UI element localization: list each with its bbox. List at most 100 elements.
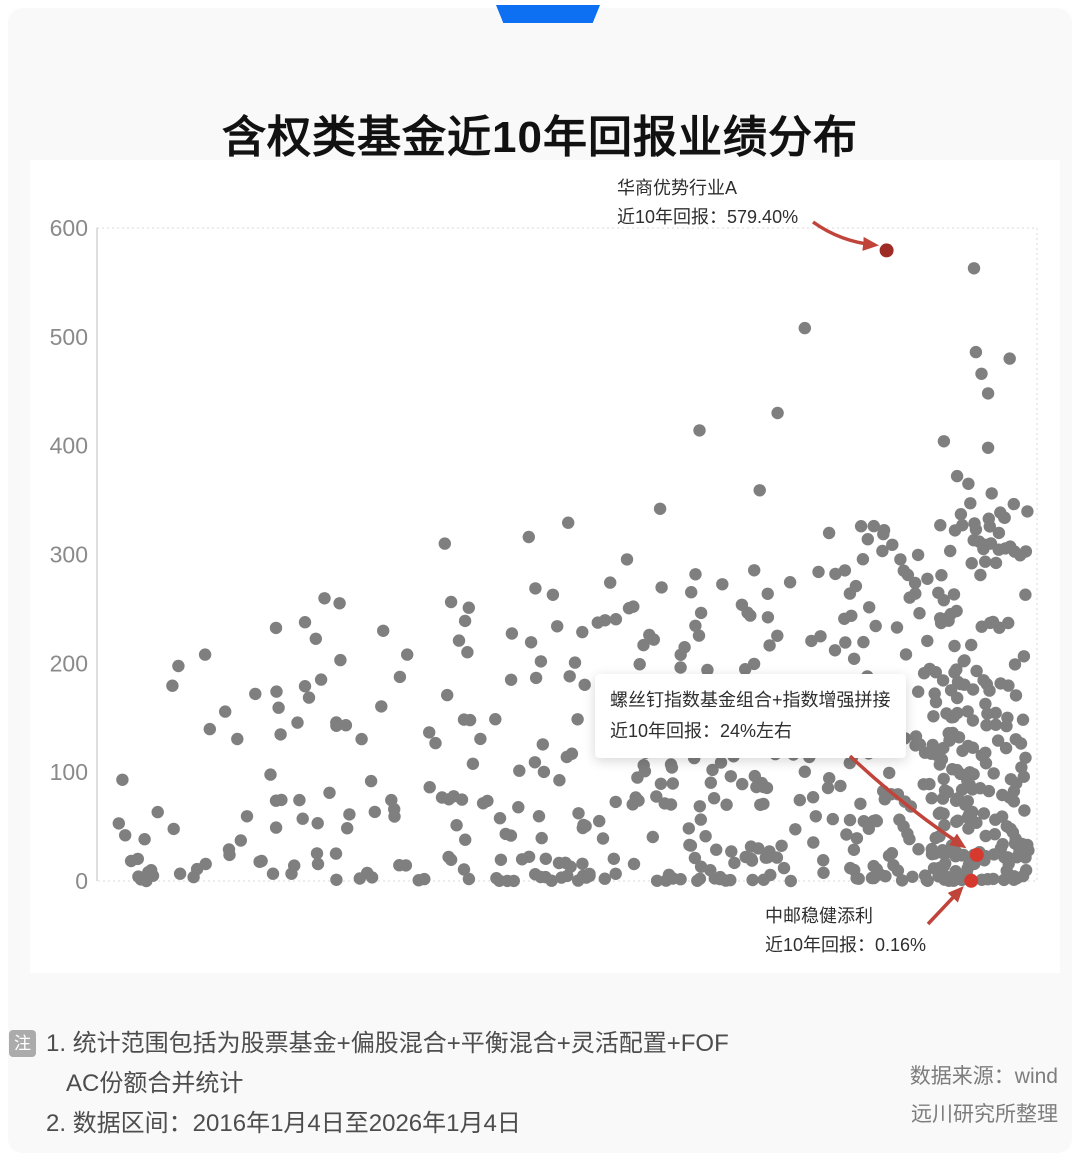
scatter-point <box>551 620 564 633</box>
scatter-point <box>1007 497 1020 511</box>
scatter-point <box>1000 719 1013 733</box>
scatter-point <box>854 520 868 533</box>
scatter-point <box>343 808 356 821</box>
highlight-point <box>879 243 894 258</box>
annotation-zhongyou: 中邮稳健添利 近10年回报：0.16% <box>765 902 926 960</box>
scatter-point <box>747 657 761 671</box>
scatter-point <box>505 627 519 640</box>
scatter-point <box>839 636 852 649</box>
scatter-point <box>771 406 784 420</box>
scatter-point <box>775 839 788 852</box>
scatter-point <box>466 757 480 770</box>
scatter-point <box>987 848 1001 861</box>
scatter-point <box>481 794 494 808</box>
scatter-point <box>736 777 749 791</box>
scatter-point <box>950 469 964 483</box>
note-line-3: 2. 数据区间：2016年1月4日至2026年1月4日 <box>46 1110 521 1137</box>
scatter-point <box>701 663 714 677</box>
scatter-point <box>553 774 566 787</box>
scatter-point <box>512 801 525 814</box>
scatter-point <box>442 850 455 864</box>
scatter-point <box>975 367 988 380</box>
scatter-point <box>894 553 907 566</box>
scatter-point <box>288 859 301 872</box>
scatter-point <box>789 823 802 836</box>
scatter-point <box>355 732 368 746</box>
scatter-point <box>728 856 741 870</box>
scatter-point <box>987 767 1000 780</box>
scatter-point <box>994 677 1007 690</box>
scatter-point <box>867 519 880 533</box>
scatter-point <box>674 648 687 661</box>
scatter-point <box>576 625 589 639</box>
scatter-point <box>643 628 656 642</box>
scatter-point <box>911 548 925 562</box>
scatter-point <box>992 543 1005 556</box>
scatter-point <box>714 756 728 769</box>
note-line-2: AC份额合并统计 <box>66 1070 244 1097</box>
scatter-point <box>989 556 1003 570</box>
scatter-point <box>253 855 266 868</box>
scatter-point <box>234 834 247 847</box>
page-title: 含权类基金近10年回报业绩分布 <box>222 113 858 163</box>
scatter-point <box>627 857 641 871</box>
scatter-point <box>707 792 721 805</box>
scatter-point <box>980 719 993 732</box>
scatter-point <box>890 621 904 634</box>
scatter-point <box>689 568 702 581</box>
scatter-point <box>822 526 836 540</box>
scatter-point <box>929 695 943 709</box>
scatter-point <box>934 519 947 532</box>
scatter-point <box>850 872 863 885</box>
scatter-point <box>981 441 995 454</box>
scatter-point <box>947 874 960 887</box>
scatter-point <box>654 777 668 790</box>
scatter-point <box>459 833 472 846</box>
plot-border <box>96 227 1038 882</box>
scatter-point <box>537 765 551 779</box>
scatter-point <box>967 534 980 547</box>
scatter-point <box>1009 733 1022 746</box>
scatter-point <box>562 516 575 529</box>
scatter-point <box>462 872 476 886</box>
scatter-point <box>997 511 1011 524</box>
scatter-point <box>513 764 526 777</box>
y-tick-label: 0 <box>75 868 88 894</box>
scatter-point <box>937 594 950 607</box>
scatter-point <box>828 644 842 657</box>
scatter-point <box>745 854 759 867</box>
scatter-point <box>909 739 922 752</box>
scatter-point <box>318 592 331 605</box>
scatter-point <box>576 857 589 870</box>
scatter-point <box>735 598 749 611</box>
scatter-point <box>908 576 922 590</box>
scatter-point <box>622 602 636 615</box>
scatter-point <box>823 772 836 785</box>
scatter-point <box>534 870 547 884</box>
chart-panel: 0 100 200 300 400 500 600 华商优势行业A 近10年回报：579.4… <box>30 160 1060 973</box>
scatter-point <box>783 576 797 589</box>
scatter-point <box>992 526 1006 540</box>
scatter-point <box>918 746 932 759</box>
scatter-point <box>444 595 458 609</box>
scatter-point <box>653 502 667 515</box>
scatter-point <box>264 768 277 781</box>
scatter-point <box>876 544 889 558</box>
scatter-point <box>249 687 262 701</box>
scatter-point <box>847 843 861 856</box>
scatter-point <box>996 838 1009 851</box>
ribbon-decoration <box>496 5 600 23</box>
scatter-point <box>809 810 822 823</box>
y-tick-label: 300 <box>50 542 88 568</box>
scatter-point <box>906 870 919 883</box>
scatter-point <box>883 766 896 780</box>
scatter-point <box>975 749 988 762</box>
scatter-point <box>937 741 950 755</box>
scatter-point <box>1008 545 1021 558</box>
scatter-point <box>739 663 752 676</box>
scatter-point <box>845 609 858 622</box>
scatter-point <box>1004 773 1018 786</box>
annotation-return-value: 近10年回报：24%左右 <box>610 721 793 741</box>
scatter-point <box>504 673 518 686</box>
scatter-point <box>693 800 706 813</box>
